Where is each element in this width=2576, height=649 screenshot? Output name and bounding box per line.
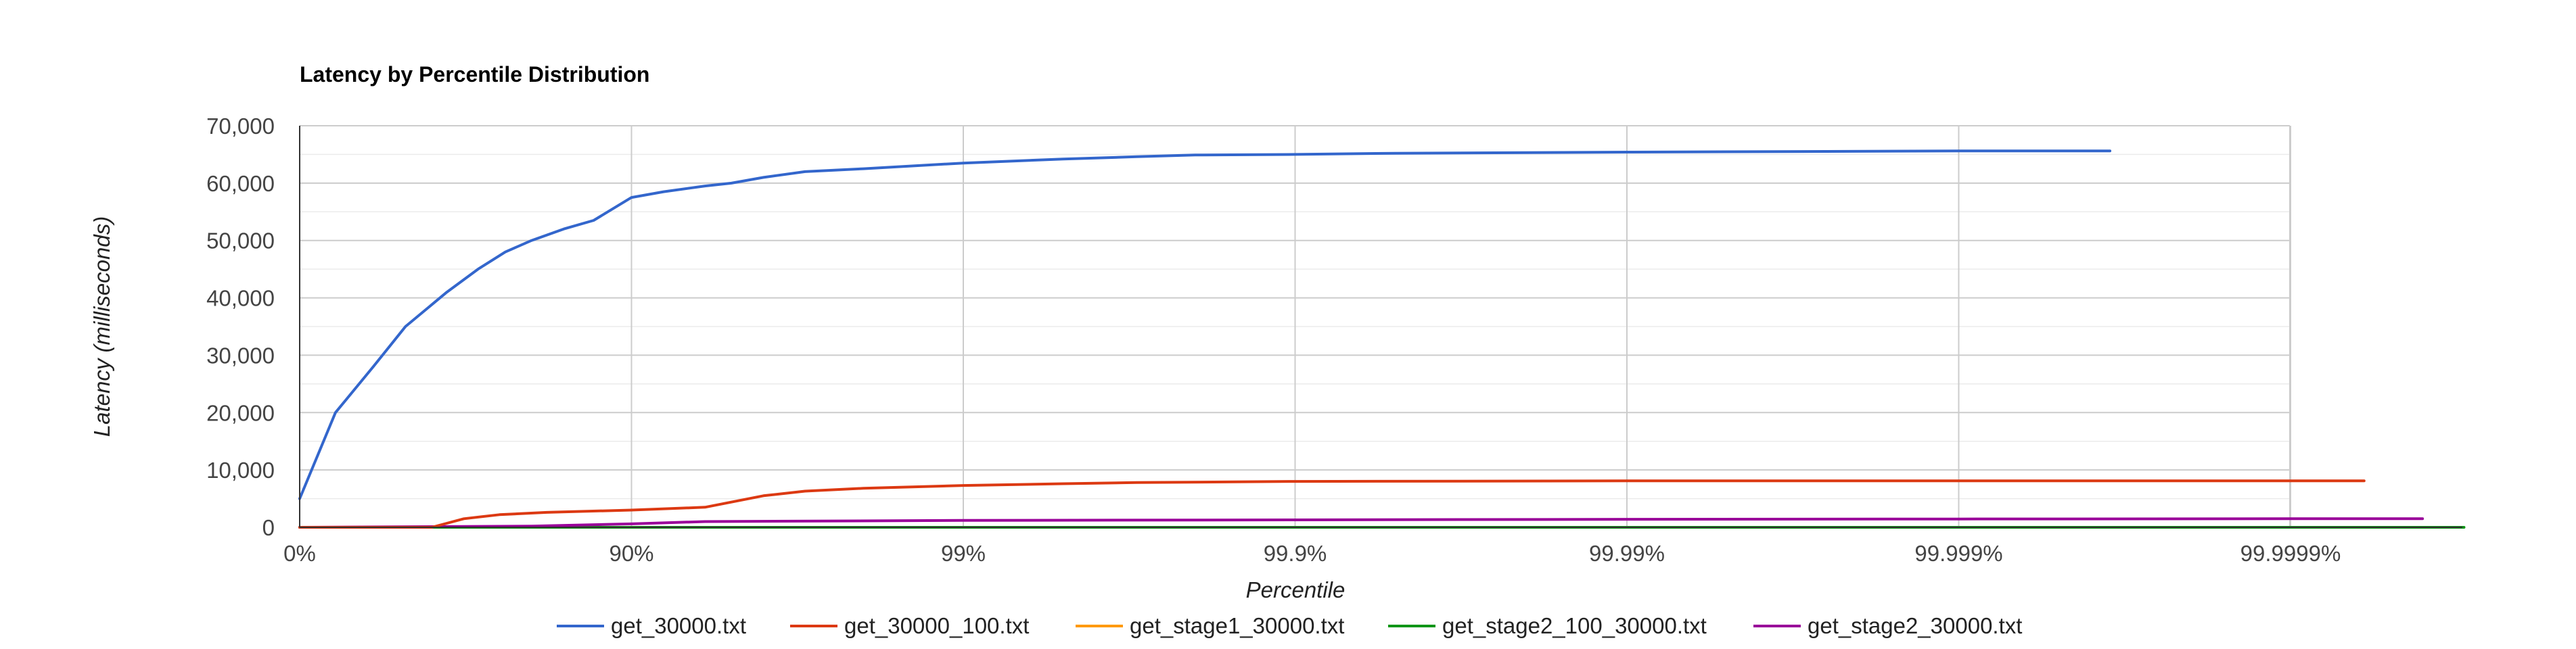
legend-item: get_30000_100.txt bbox=[790, 613, 1029, 638]
legend-label: get_stage2_30000.txt bbox=[1808, 613, 2022, 638]
plot-series bbox=[298, 149, 2466, 529]
x-tick-label: 99% bbox=[941, 541, 986, 566]
series-line-2 bbox=[298, 479, 2366, 529]
legend-label: get_stage2_100_30000.txt bbox=[1442, 613, 1707, 638]
x-axis-title: Percentile bbox=[1246, 577, 1346, 602]
legend-item: get_30000.txt bbox=[557, 613, 746, 638]
x-tick-label: 99.99% bbox=[1589, 541, 1665, 566]
x-tick-label: 99.9999% bbox=[2240, 541, 2341, 566]
y-tick-label: 50,000 bbox=[206, 229, 275, 254]
legend: get_30000.txt get_30000_100.txt get_stage1… bbox=[557, 613, 2022, 638]
axes: 0 10,000 20,000 30,000 40,000 50,000 60,000 70,… bbox=[206, 114, 2462, 566]
y-tick-label: 20,000 bbox=[206, 400, 275, 425]
x-tick-label: 0% bbox=[283, 541, 316, 566]
legend-item: get_stage2_30000.txt bbox=[1753, 613, 2022, 638]
x-tick-label: 99.9% bbox=[1264, 541, 1327, 566]
y-tick-label: 30,000 bbox=[206, 343, 275, 368]
legend-item: get_stage2_100_30000.txt bbox=[1388, 613, 1707, 638]
y-tick-label: 10,000 bbox=[206, 458, 275, 483]
y-tick-label: 70,000 bbox=[206, 114, 275, 139]
x-tick-label: 90% bbox=[609, 541, 653, 566]
gridlines bbox=[299, 125, 2291, 528]
series-line-1 bbox=[298, 149, 2112, 500]
legend-item: get_stage1_30000.txt bbox=[1076, 613, 1344, 638]
x-tick-label: 99.999% bbox=[1914, 541, 2002, 566]
legend-label: get_30000_100.txt bbox=[844, 613, 1029, 638]
y-tick-label: 40,000 bbox=[206, 286, 275, 311]
y-tick-label: 60,000 bbox=[206, 171, 275, 196]
series-line-5 bbox=[298, 517, 2424, 529]
legend-label: get_30000.txt bbox=[611, 613, 746, 638]
chart-title: Latency by Percentile Distribution bbox=[300, 62, 649, 87]
legend-label: get_stage1_30000.txt bbox=[1130, 613, 1344, 638]
y-tick-label: 0 bbox=[262, 515, 275, 540]
y-axis-title: Latency (milliseconds) bbox=[89, 216, 114, 437]
